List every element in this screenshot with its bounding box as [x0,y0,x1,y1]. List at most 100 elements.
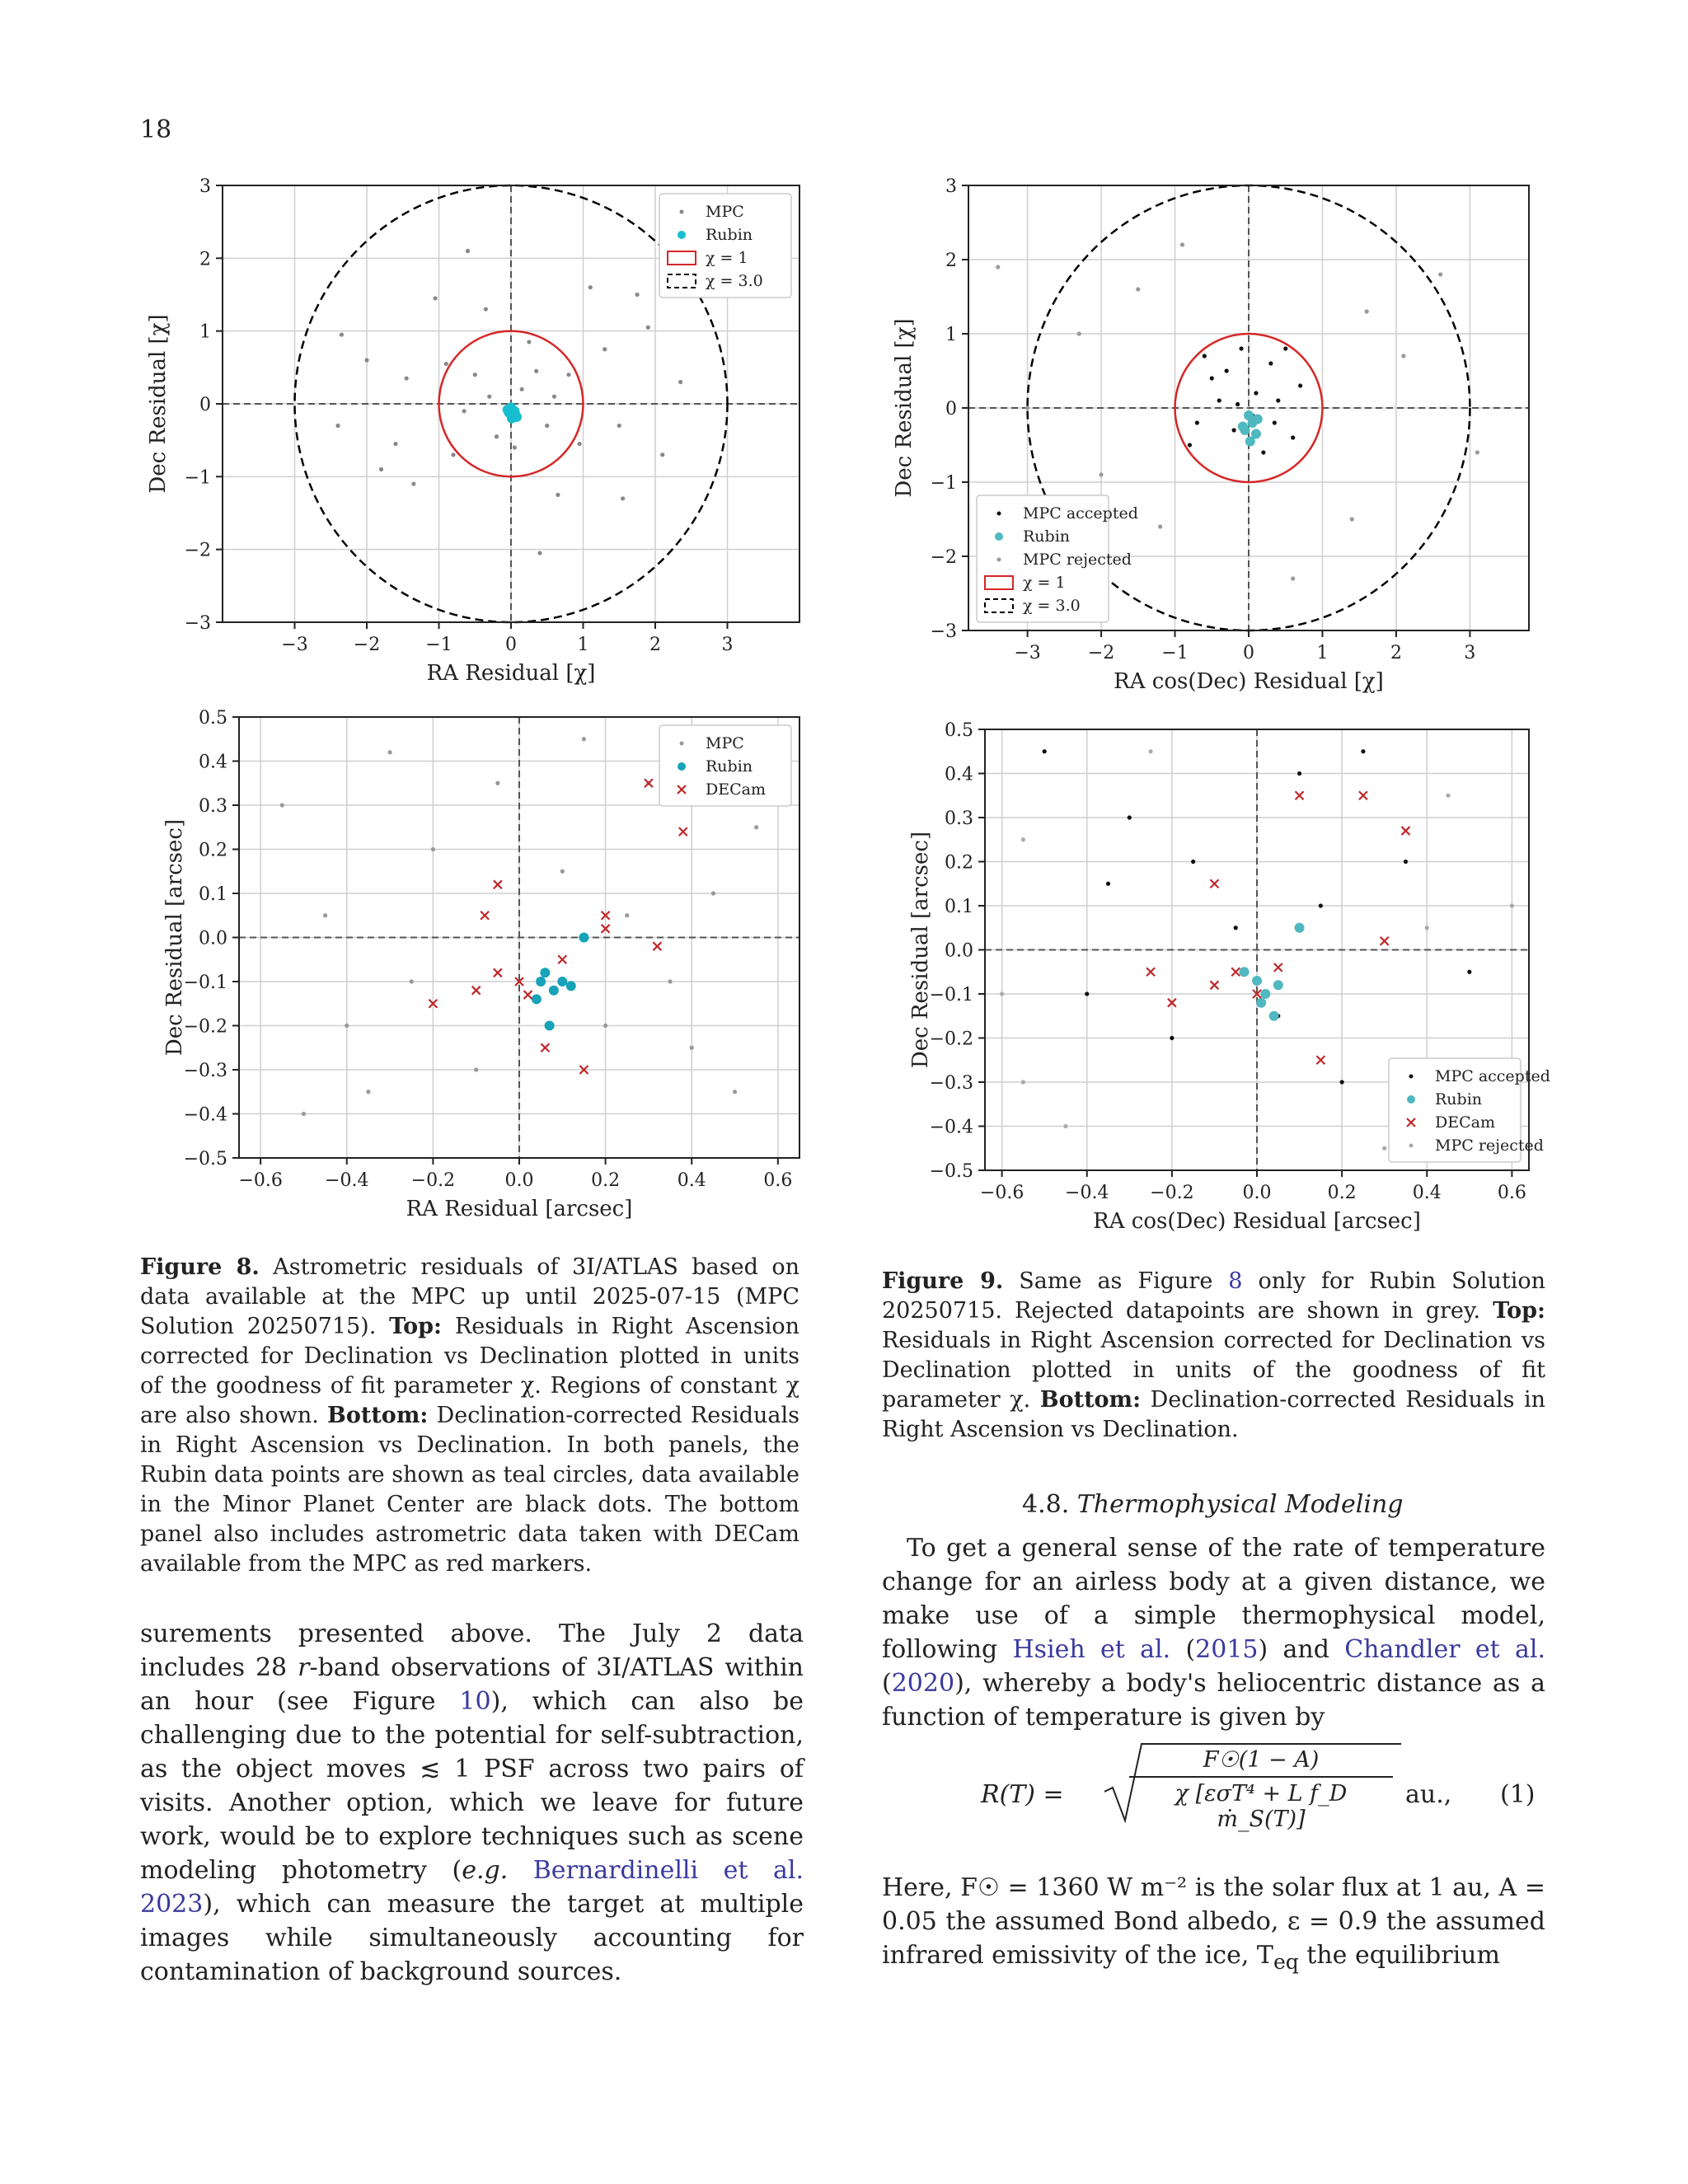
decam-point [557,954,568,965]
y-tick-label: −0.1 [184,972,227,993]
fig8-ref-link[interactable]: 8 [1228,1268,1243,1294]
mpc-point [465,248,471,254]
x-axis-label: RA Residual [χ] [427,661,596,686]
mpc-point [451,452,456,457]
fig9-bottom-label: Bottom: [1039,1387,1142,1413]
y-tick-label: 1 [199,322,211,343]
bernardinelli-cite-link[interactable]: Bernardinelli et al. 2023 [140,1856,804,1919]
y-tick-label: 0.3 [199,796,227,817]
equation-lhs: R(T) = [981,1780,1064,1809]
hsieh-year-link[interactable]: 2015 [1195,1635,1259,1664]
mpc-point [1276,398,1281,403]
decam-point [600,910,611,921]
x-tick-label: −3 [1014,643,1040,663]
chi-circle [293,184,729,624]
sqrt-symbol [1104,1743,1401,1824]
x-tick-label: 0 [505,635,517,655]
y-tick-label: 2 [945,251,957,271]
fig8-bottom-chart: −0.6 −0.4 −0.2 0.0 0.2 0.4 0.6 −0.5 −0.4 −0.3 −0.2… [140,708,824,1236]
mpc-point [1349,517,1354,522]
mpc-point [577,441,582,447]
fig8-text-2: Residuals in Right Ascension corrected f… [140,1314,799,1428]
mpc-point [1076,331,1081,336]
x-tick-label: 0.4 [1413,1183,1442,1203]
after-eq-sub: eq [1273,1950,1299,1974]
y-tick-label: 0.2 [945,853,973,874]
rubin-point [1273,980,1283,991]
mpc-point [1268,361,1273,366]
mpc-point [660,452,665,457]
fig8-text-3: Declination-corrected Residuals in Right… [140,1403,799,1577]
x-tick-label: 0.0 [1243,1183,1272,1203]
mpc-point [1239,346,1244,351]
hsieh-cite-link[interactable]: Hsieh et al. [1012,1635,1171,1664]
y-tick-label: 0.5 [945,720,973,741]
x-tick-label: 3 [1464,643,1475,663]
rubin-point [536,977,546,987]
mpc-point [621,496,626,501]
mpc-point [1298,383,1303,388]
fig10-ref-link[interactable]: 10 [459,1687,491,1716]
mpc-point [1382,1146,1387,1151]
right-text-2: ( [1170,1635,1196,1664]
mpc-point [1136,287,1141,292]
x-tick-label: 3 [722,635,734,655]
mpc-point [404,376,409,381]
decam-point [1379,936,1390,946]
rubin-point [565,981,576,991]
rubin-point [540,968,551,978]
mpc-point [1224,368,1229,373]
mpc-point [433,296,438,301]
decam-point [514,977,524,987]
y-tick-label: −0.4 [930,1118,973,1138]
y-tick-label: −0.5 [930,1161,973,1182]
rubin-point [1252,975,1262,986]
fig9-label: Figure 9. [882,1268,1004,1294]
x-tick-label: −2 [1088,643,1114,663]
fig9-bottom-plot: −0.6 −0.4 −0.2 0.0 0.2 0.4 0.6 −0.5 −0.4 −0.3 −0.2… [908,720,1550,1234]
x-tick-label: −0.4 [325,1170,368,1191]
legend-marker [996,511,1001,516]
x-axis-label: RA cos(Dec) Residual [arcsec] [1093,1209,1421,1234]
decam-point [644,778,654,789]
left-text-1: surements presented above. The July 2 da… [140,1619,804,1682]
left-text-2: -band observations of 3I/ATLAS within an… [140,1653,804,1716]
right-paragraph: To get a general sense of the rate of te… [882,1531,1545,1734]
mpc-point [1025,405,1030,410]
mpc-point [364,358,369,363]
mpc-point [411,481,416,486]
x-tick-label: −0.6 [980,1183,1024,1203]
chandler-year-link[interactable]: 2020 [891,1669,955,1698]
mpc-point [1187,443,1193,448]
mpc-point [1261,450,1266,455]
chandler-cite-link[interactable]: Chandler et al. [1344,1635,1545,1664]
rubin-point [531,994,542,1005]
decam-point [1209,980,1220,991]
after-equation-paragraph: Here, F☉ = 1360 W m⁻² is the solar flux … [882,1871,1545,1979]
equation-denominator: χ [εσT⁴ + L f_D ṁ_S(T)] [1175,1781,1348,1832]
rubin-point [1245,436,1255,447]
legend-marker [996,557,1001,562]
mpc-point [551,394,557,399]
rubin-point [1239,967,1250,977]
mpc-point [1272,420,1277,425]
mpc-point [534,368,539,373]
fig9-text-1: Same as Figure [1003,1268,1229,1294]
fig8-top-plot: −3 −2 −1 0 1 2 3 −3 −2 −1 0 1 2 3 RA Residual [χ] Dec R… [146,176,800,686]
y-tick-label: 0.1 [945,897,973,917]
y-axis-label: Dec Residual [χ] [146,314,171,493]
mpc-point [1254,391,1259,396]
decam-point [1294,790,1305,801]
y-tick-label: −0.1 [930,985,973,1005]
x-tick-label: 0 [1243,643,1254,663]
mpc-point [1085,991,1090,996]
decam-point [600,924,611,934]
mpc-point [387,750,392,755]
mpc-point [494,434,499,439]
mpc-point [430,846,435,852]
mpc-point [678,379,683,385]
mpc-point [323,913,328,918]
mpc-point [1020,837,1026,842]
legend-marker [678,762,686,771]
x-tick-label: 0.2 [1328,1183,1357,1203]
